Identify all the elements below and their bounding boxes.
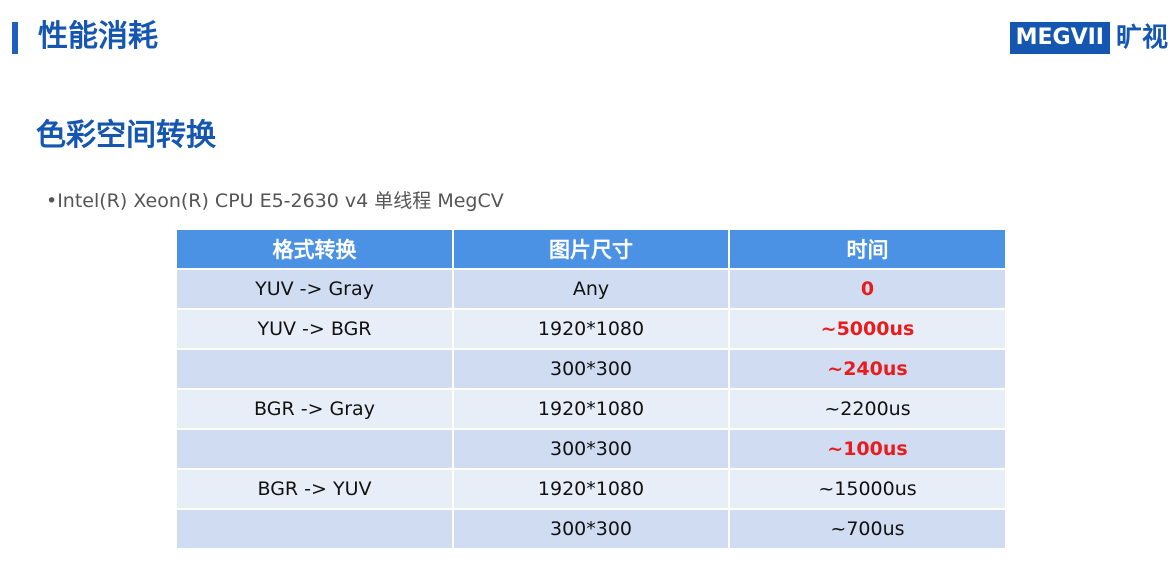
cell-conversion: YUV -> BGR: [177, 309, 454, 350]
table-row: 300*300 ~240us: [177, 349, 1005, 390]
cell-size: 300*300: [453, 349, 730, 390]
cell-size: Any: [453, 269, 730, 310]
header-conversion: 格式转换: [177, 230, 454, 270]
performance-table: 格式转换 图片尺寸 时间 YUV -> Gray Any 0 YUV -> BG…: [177, 230, 1005, 550]
cell-conversion: YUV -> Gray: [177, 269, 454, 310]
header-size: 图片尺寸: [453, 230, 730, 270]
table-row: 300*300 ~100us: [177, 429, 1005, 470]
cell-time: ~700us: [729, 509, 1005, 550]
cpu-info-bullet: •Intel(R) Xeon(R) CPU E5-2630 v4 单线程 Meg…: [46, 190, 504, 212]
cell-time: ~5000us: [729, 309, 1005, 350]
logo-cn-text: 旷视: [1115, 23, 1168, 53]
header-time: 时间: [729, 230, 1005, 270]
megvii-logo: MEGVII 旷视: [1009, 20, 1168, 56]
cell-size: 1920*1080: [453, 309, 730, 350]
table-row: BGR -> Gray 1920*1080 ~2200us: [177, 389, 1005, 430]
section-title: 色彩空间转换: [36, 118, 216, 153]
table-row: YUV -> BGR 1920*1080 ~5000us: [177, 309, 1005, 350]
page-title: 性能消耗: [38, 19, 158, 54]
table-header-row: 格式转换 图片尺寸 时间: [177, 230, 1005, 270]
cell-time: ~240us: [729, 349, 1005, 390]
cell-size: 300*300: [453, 429, 730, 470]
cell-conversion: [177, 509, 454, 550]
title-accent-bar: [12, 22, 18, 54]
cell-time: 0: [729, 269, 1005, 310]
cell-size: 1920*1080: [453, 389, 730, 430]
cell-size: 1920*1080: [453, 469, 730, 510]
cell-conversion: BGR -> YUV: [177, 469, 454, 510]
cell-time: ~100us: [729, 429, 1005, 470]
cell-size: 300*300: [453, 509, 730, 550]
logo-text: MEGVII: [1009, 22, 1110, 54]
cell-time: ~2200us: [729, 389, 1005, 430]
cell-conversion: BGR -> Gray: [177, 389, 454, 430]
cell-conversion: [177, 429, 454, 470]
cell-conversion: [177, 349, 454, 390]
cell-time: ~15000us: [729, 469, 1005, 510]
table-row: YUV -> Gray Any 0: [177, 269, 1005, 310]
table-row: BGR -> YUV 1920*1080 ~15000us: [177, 469, 1005, 510]
table-row: 300*300 ~700us: [177, 509, 1005, 550]
